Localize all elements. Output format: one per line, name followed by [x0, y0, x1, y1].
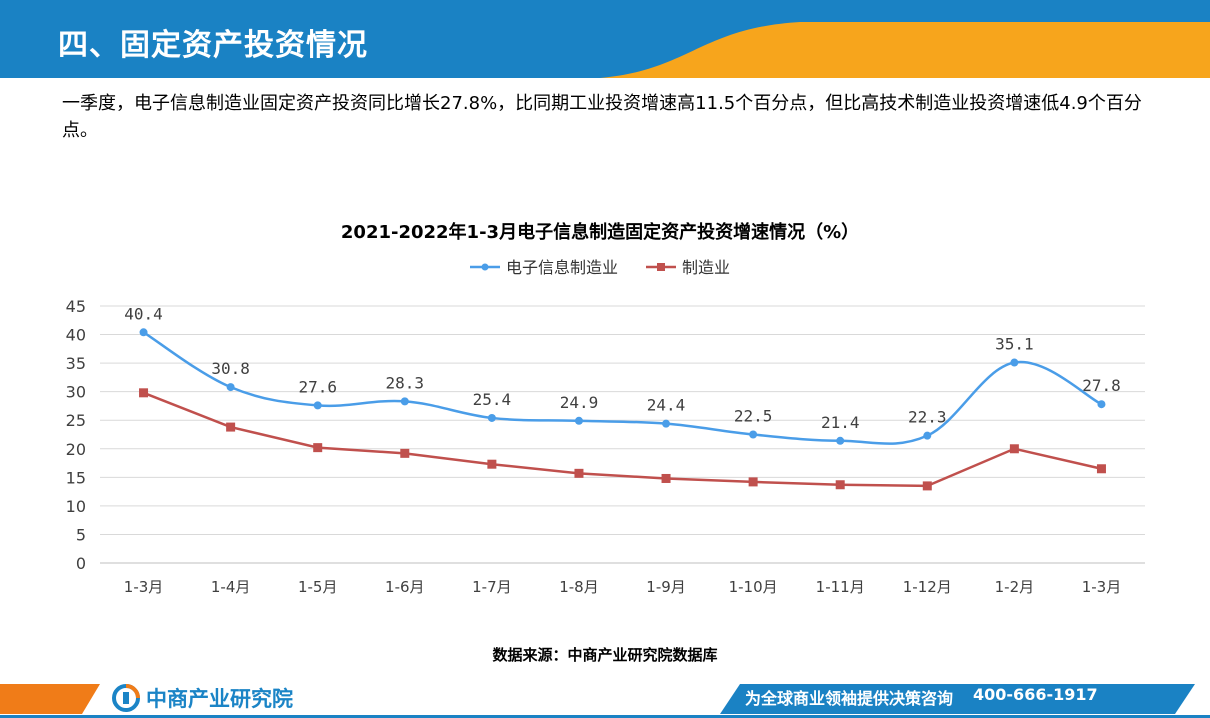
data-label: 24.4 — [647, 396, 686, 415]
data-label: 30.8 — [211, 359, 250, 378]
y-tick-label: 25 — [66, 411, 86, 430]
data-label: 27.6 — [298, 377, 337, 396]
y-tick-label: 35 — [66, 354, 86, 373]
legend: 电子信息制造业 制造业 — [470, 258, 730, 277]
legend-label: 电子信息制造业 — [506, 258, 618, 277]
data-point — [226, 383, 235, 392]
x-tick-label: 1-3月 — [1082, 578, 1122, 596]
data-source: 数据来源：中商产业研究院数据库 — [492, 646, 718, 664]
data-label: 25.4 — [473, 390, 512, 409]
footer-bar — [0, 684, 1210, 718]
data-point — [400, 448, 410, 458]
data-label: 27.8 — [1082, 376, 1121, 395]
y-tick-label: 30 — [66, 383, 86, 402]
y-tick-label: 20 — [66, 440, 86, 459]
data-label: 40.4 — [124, 304, 163, 323]
x-tick-label: 1-9月 — [646, 578, 686, 596]
y-axis: 0 5 10 15 20 25 30 35 40 45 — [66, 297, 86, 573]
legend-label: 制造业 — [682, 258, 730, 277]
chart-title: 2021-2022年1-3月电子信息制造固定资产投资增速情况（%） — [341, 221, 859, 243]
data-point — [487, 459, 497, 469]
data-point — [313, 401, 322, 410]
logo-icon — [112, 684, 140, 712]
data-point — [748, 477, 758, 487]
data-point — [487, 413, 496, 422]
series-line — [143, 391, 1102, 488]
data-point — [574, 468, 584, 478]
footer: 中商产业研究院 为全球商业领袖提供决策咨询 400-666-1917 — [0, 680, 1210, 718]
header-bar — [0, 0, 1210, 78]
x-tick-label: 1-3月 — [124, 578, 164, 596]
y-tick-label: 5 — [76, 525, 86, 544]
data-label: 28.3 — [386, 373, 425, 392]
data-label: 22.3 — [908, 408, 947, 427]
x-tick-label: 1-4月 — [211, 578, 251, 596]
data-label: 21.4 — [821, 413, 860, 432]
data-point — [1097, 400, 1106, 409]
data-label: 24.9 — [560, 393, 599, 412]
y-tick-label: 15 — [66, 468, 86, 487]
x-tick-label: 1-2月 — [995, 578, 1035, 596]
data-point — [922, 481, 932, 491]
summary-text: 一季度，电子信息制造业固定资产投资同比增长27.8%，比同期工业投资增速高11.… — [62, 93, 1142, 141]
y-tick-label: 10 — [66, 497, 86, 516]
data-point — [313, 443, 323, 453]
x-tick-label: 1-7月 — [472, 578, 512, 596]
x-tick-label: 1-8月 — [559, 578, 599, 596]
x-axis: 1-3月 1-4月 1-5月 1-6月 1-7月 1-8月 1-9月 1-10月 1-11月 1-… — [124, 578, 1121, 596]
slogan: 为全球商业领袖提供决策咨询 — [745, 689, 954, 708]
data-point — [139, 328, 148, 337]
data-point — [400, 397, 409, 406]
data-point — [662, 419, 671, 428]
data-point — [574, 416, 583, 425]
legend-marker — [481, 263, 489, 271]
data-point — [1010, 358, 1019, 367]
data-point — [661, 473, 671, 483]
x-tick-label: 1-11月 — [816, 578, 865, 596]
data-point — [1009, 444, 1019, 454]
line-chart: 2021-2022年1-3月电子信息制造固定资产投资增速情况（%） 电子信息制造… — [66, 221, 1145, 596]
y-tick-label: 40 — [66, 326, 86, 345]
data-point — [1096, 464, 1106, 474]
phone-number: 400-666-1917 — [973, 685, 1098, 704]
x-tick-label: 1-12月 — [903, 578, 952, 596]
y-tick-label: 0 — [76, 554, 86, 573]
x-tick-label: 1-10月 — [729, 578, 778, 596]
data-label: 35.1 — [995, 335, 1034, 354]
legend-marker — [657, 263, 665, 271]
series-line — [142, 331, 1103, 445]
data-point — [836, 436, 845, 445]
grid — [100, 305, 1145, 564]
x-tick-label: 1-5月 — [298, 578, 338, 596]
data-point — [749, 430, 758, 439]
series-layer: 40.4 30.8 27.6 28.3 25.4 24.9 24.4 22.5 21.4 22.3… — [124, 304, 1121, 491]
data-point — [835, 480, 845, 490]
y-tick-label: 45 — [66, 297, 86, 316]
data-point — [226, 422, 236, 432]
data-point — [139, 388, 149, 398]
company-logo: 中商产业研究院 — [112, 683, 293, 713]
data-point — [923, 431, 932, 440]
page-title: 四、固定资产投资情况 — [58, 28, 368, 63]
logo-text: 中商产业研究院 — [146, 687, 293, 711]
x-tick-label: 1-6月 — [385, 578, 425, 596]
data-label: 22.5 — [734, 407, 773, 426]
